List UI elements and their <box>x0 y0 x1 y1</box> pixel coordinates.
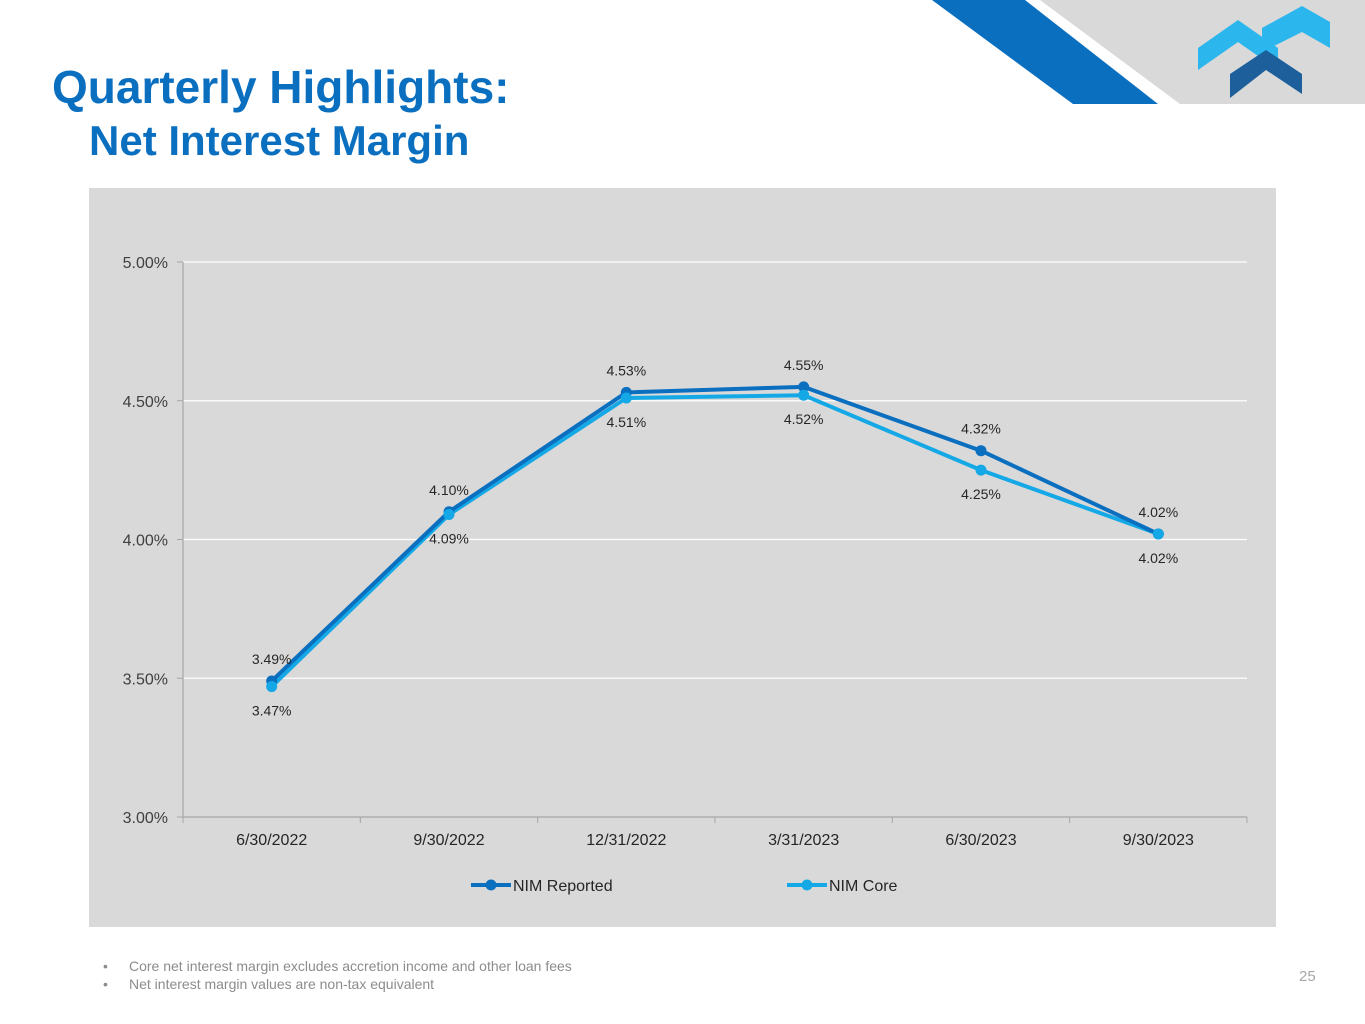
x-tick-label: 9/30/2022 <box>413 832 484 849</box>
x-tick-label: 6/30/2022 <box>236 832 307 849</box>
company-logo <box>1198 6 1330 98</box>
data-point-nim-core <box>443 509 455 521</box>
data-label-nim-reported: 3.49% <box>252 651 292 667</box>
page-title: Quarterly Highlights: <box>52 61 510 113</box>
bullet-icon: • <box>103 958 108 974</box>
footnote-text: Core net interest margin excludes accret… <box>129 958 572 974</box>
bullet-icon: • <box>103 976 108 992</box>
data-point-nim-reported <box>975 445 987 457</box>
series-line-nim-core <box>269 393 1161 689</box>
data-point-nim-core <box>266 681 278 693</box>
data-point-nim-core <box>620 392 632 404</box>
x-tick-label: 3/31/2023 <box>768 832 839 849</box>
banner-blue-stripe <box>932 0 1158 104</box>
data-point-nim-core <box>975 464 987 476</box>
data-label-nim-core: 4.25% <box>961 486 1001 502</box>
page-subtitle: Net Interest Margin <box>89 117 470 164</box>
legend-marker-nim-core <box>801 879 813 891</box>
data-label-nim-reported: 4.53% <box>606 362 646 378</box>
x-tick-label: 12/31/2022 <box>586 832 666 849</box>
data-label-nim-reported: 4.55% <box>784 357 824 373</box>
nim-line-chart: 3.00% 3.50% 4.00% 4.50% 5.00% 6/30/2022 9/30/2… <box>123 255 1248 895</box>
data-label-nim-reported: 4.02% <box>1138 504 1178 520</box>
data-point-nim-core <box>798 389 810 401</box>
data-label-nim-core: 4.52% <box>784 411 824 427</box>
data-label-nim-reported: 4.10% <box>429 482 469 498</box>
footnote-text: Net interest margin values are non-tax e… <box>129 976 435 992</box>
x-tick-label: 9/30/2023 <box>1123 832 1194 849</box>
y-tick-label: 3.00% <box>123 810 168 827</box>
footnote-item: • Core net interest margin excludes accr… <box>103 957 572 975</box>
legend-label-nim-reported: NIM Reported <box>513 878 613 895</box>
footnotes: • Core net interest margin excludes accr… <box>103 957 572 993</box>
page-number: 25 <box>1299 968 1316 985</box>
y-tick-label: 4.50% <box>123 394 168 411</box>
header-banner <box>932 0 1365 104</box>
y-tick-label: 3.50% <box>123 671 168 688</box>
legend-marker-nim-reported <box>485 879 497 891</box>
footnote-item: • Net interest margin values are non-tax… <box>103 975 572 993</box>
logo-dark-chevron <box>1230 50 1302 98</box>
chart-panel: 3.00% 3.50% 4.00% 4.50% 5.00% 6/30/2022 9/30/2… <box>89 188 1276 927</box>
legend-label-nim-core: NIM Core <box>829 878 898 895</box>
data-label-nim-core: 3.47% <box>252 703 292 719</box>
x-tick-label: 6/30/2023 <box>945 832 1016 849</box>
y-tick-label: 5.00% <box>123 255 168 272</box>
data-point-nim-reported <box>798 381 810 393</box>
y-tick-label: 4.00% <box>123 533 168 550</box>
logo-light-chevron-right <box>1262 6 1330 52</box>
data-label-nim-reported: 4.32% <box>961 421 1001 437</box>
data-label-nim-core: 4.51% <box>606 414 646 430</box>
data-label-nim-core: 4.09% <box>429 531 469 547</box>
series-line-nim-reported <box>269 384 1161 684</box>
data-point-nim-core <box>1152 528 1164 540</box>
data-label-nim-core: 4.02% <box>1138 550 1178 566</box>
